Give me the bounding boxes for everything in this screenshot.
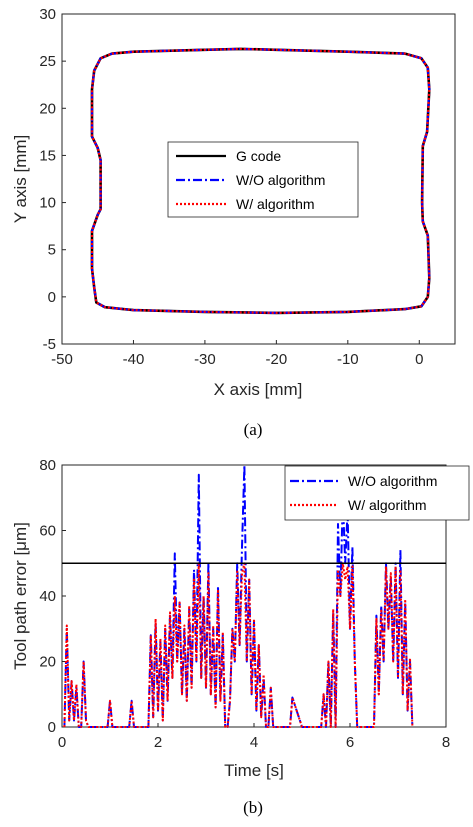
chart-a-caption: (a) bbox=[244, 420, 263, 439]
chart-b-xtick-label: 4 bbox=[250, 734, 258, 751]
chart-a-ytick-label: 5 bbox=[48, 242, 56, 259]
chart-b-legend-wo: W/O algorithm bbox=[348, 473, 437, 489]
chart-a-ytick-label: 10 bbox=[39, 195, 56, 212]
chart-b-xlabel: Time [s] bbox=[224, 761, 284, 780]
chart-a-xtick-label: -40 bbox=[123, 351, 145, 368]
chart-a-xtick-label: -50 bbox=[51, 351, 73, 368]
chart-a-ytick-label: 15 bbox=[39, 147, 56, 164]
chart-a-xlabel: X axis [mm] bbox=[214, 380, 303, 399]
chart-b-xtick-label: 6 bbox=[346, 734, 354, 751]
chart-a-legend-gcode: G code bbox=[236, 148, 281, 164]
chart-b-legend-box bbox=[284, 465, 470, 521]
chart-b-series-1-line bbox=[63, 562, 414, 728]
chart-a-ytick-label: -5 bbox=[43, 336, 56, 353]
chart-a-ytick-label: 30 bbox=[39, 6, 56, 23]
chart-a-legend-w: W/ algorithm bbox=[236, 196, 315, 212]
chart-a-ytick-label: 25 bbox=[39, 53, 56, 70]
chart-b-xtick-label: 0 bbox=[58, 734, 66, 751]
chart-b-legend-w: W/ algorithm bbox=[348, 497, 427, 513]
chart-b-caption: (b) bbox=[243, 798, 263, 817]
chart-a-series-2-line bbox=[90, 47, 431, 314]
chart-a-xtick-label: -20 bbox=[266, 351, 288, 368]
chart-b-ytick-label: 40 bbox=[39, 588, 56, 605]
chart-b-ytick-label: 60 bbox=[39, 523, 56, 540]
chart-b-ytick-label: 0 bbox=[48, 719, 56, 736]
chart-b-ylabel: Tool path error [μm] bbox=[11, 522, 30, 670]
chart-a-xtick-label: -10 bbox=[337, 351, 359, 368]
chart-b-ytick-label: 80 bbox=[39, 457, 56, 474]
chart-b-xtick-label: 2 bbox=[154, 734, 162, 751]
chart-a-ytick-label: 20 bbox=[39, 100, 56, 117]
chart-b-xtick-label: 8 bbox=[442, 734, 450, 751]
chart-a-ylabel: Y axis [mm] bbox=[11, 135, 30, 223]
chart-a-xtick-label: -30 bbox=[194, 351, 216, 368]
chart-a-legend-wo: W/O algorithm bbox=[236, 172, 325, 188]
chart-a-ytick-label: 0 bbox=[48, 289, 56, 306]
chart-a-lines bbox=[90, 47, 431, 315]
chart-b-lines bbox=[63, 464, 414, 728]
chart-b-legend: W/O algorithm W/ algorithm bbox=[284, 465, 470, 521]
chart-a-legend: G code W/O algorithm W/ algorithm bbox=[167, 141, 359, 218]
chart-a-xtick-label: 0 bbox=[415, 351, 423, 368]
chart-b-ytick-label: 20 bbox=[39, 654, 56, 671]
